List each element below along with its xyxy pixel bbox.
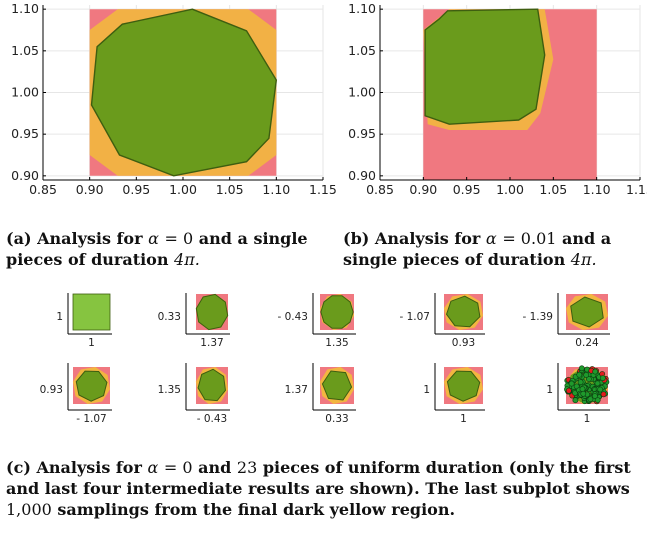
sample-point: [586, 376, 592, 382]
x-label: 0.33: [325, 413, 348, 425]
subplot-8: 1.37 0.33: [285, 363, 356, 425]
y-label: 1: [546, 384, 553, 396]
sample-point: [577, 379, 584, 385]
sample-point: [594, 380, 601, 387]
subplot-6: 0.93 - 1.07: [40, 363, 112, 425]
x-tick-label: 1.10: [262, 182, 290, 197]
y-label: 1.35: [158, 384, 181, 396]
caption-a: (a) Analysis for α = 0 and a single piec…: [6, 229, 308, 269]
region-inner: [424, 8, 546, 125]
x-label: 1: [460, 413, 467, 425]
subplot-7: 1.35 - 0.43: [158, 363, 230, 425]
subplot-1: 11: [56, 293, 112, 349]
subplot-2: 0.33 1.37: [158, 293, 230, 349]
sample-point: [587, 396, 594, 402]
x-label: 0.93: [452, 337, 475, 349]
x-tick-label: 1.05: [539, 182, 567, 197]
x-tick-label: 1.00: [169, 182, 197, 197]
subplot-10: 11: [546, 363, 610, 425]
sample-point: [599, 375, 606, 381]
y-tick-label: 1.00: [348, 85, 376, 100]
x-tick-label: 1.15: [626, 182, 647, 197]
y-tick-label: 1.05: [348, 43, 376, 58]
sample-point: [592, 393, 598, 399]
sample-point: [597, 386, 604, 393]
subplot-9: 11: [423, 363, 485, 425]
sample-point: [578, 365, 585, 372]
regions: [89, 8, 278, 177]
y-tick-label: 0.90: [348, 168, 376, 183]
y-tick-label: 1.10: [348, 1, 376, 16]
y-tick-label: 0.95: [11, 126, 39, 141]
y-label: 1: [423, 384, 430, 396]
y-tick-label: 1.10: [11, 1, 39, 16]
region-inner: [90, 8, 278, 177]
sample-point: [580, 390, 587, 397]
x-tick-label: 1.05: [216, 182, 244, 197]
x-label: 1.37: [200, 337, 223, 349]
chart-panel-a: 0.85 0.90 0.95 1.00 1.05 1.10 1.150.900.951.00…: [11, 1, 337, 197]
x-label: - 0.43: [197, 413, 228, 425]
y-label: - 0.43: [277, 311, 308, 323]
sample-point: [568, 380, 575, 387]
region-inner: [195, 293, 229, 331]
chart-panel-b: 0.850.900.951.001.051.101.150.900.951.00…: [348, 1, 647, 197]
x-label: 1: [88, 337, 95, 349]
sample-point: [600, 391, 607, 398]
region-inner: [446, 370, 481, 402]
sample-point: [592, 368, 599, 375]
x-tick-label: 1.15: [309, 182, 337, 197]
y-tick-label: 1.00: [11, 85, 39, 100]
subplot-5: - 1.39 0.24: [522, 293, 610, 349]
y-label: 1.37: [285, 384, 308, 396]
sample-point: [583, 372, 590, 378]
regions: [423, 8, 597, 180]
region-inner: [197, 368, 226, 402]
y-tick-label: 0.90: [11, 168, 39, 183]
y-label: 0.33: [158, 311, 181, 323]
region-inner: [570, 296, 604, 328]
sample-point: [594, 397, 601, 403]
y-tick-label: 0.95: [348, 126, 376, 141]
x-tick-label: 0.85: [29, 182, 57, 197]
x-label: 1.35: [325, 337, 348, 349]
region-inner: [75, 370, 108, 402]
x-tick-label: 0.90: [409, 182, 437, 197]
x-tick-label: 0.90: [76, 182, 104, 197]
y-label: 1: [56, 311, 63, 323]
region-inner: [320, 295, 354, 329]
x-label: 0.24: [575, 337, 599, 349]
x-tick-label: 1.00: [496, 182, 524, 197]
sample-point: [579, 386, 586, 392]
region-inner: [445, 295, 481, 328]
x-tick-label: 0.85: [366, 182, 394, 197]
y-label: - 1.39: [522, 311, 553, 323]
subplot-3: - 0.43 1.35: [277, 293, 356, 349]
sample-point: [565, 387, 572, 394]
x-tick-label: 0.95: [122, 182, 150, 197]
x-tick-label: 1.10: [583, 182, 611, 197]
sample-point: [576, 371, 583, 378]
x-label: - 1.07: [76, 413, 107, 425]
region-square: [72, 293, 111, 331]
subplot-4: - 1.07 0.93: [399, 293, 485, 349]
y-label: 0.93: [40, 384, 63, 396]
caption-b: (b) Analysis for α = 0.01 and a single p…: [343, 229, 612, 269]
x-label: 1: [584, 413, 591, 425]
region-inner: [321, 370, 353, 401]
y-label: - 1.07: [399, 311, 430, 323]
x-tick-label: 0.95: [453, 182, 481, 197]
caption-c: (c) Analysis for α = 0 and 23 pieces of …: [6, 458, 631, 519]
y-tick-label: 1.05: [11, 43, 39, 58]
sample-point: [572, 397, 579, 404]
